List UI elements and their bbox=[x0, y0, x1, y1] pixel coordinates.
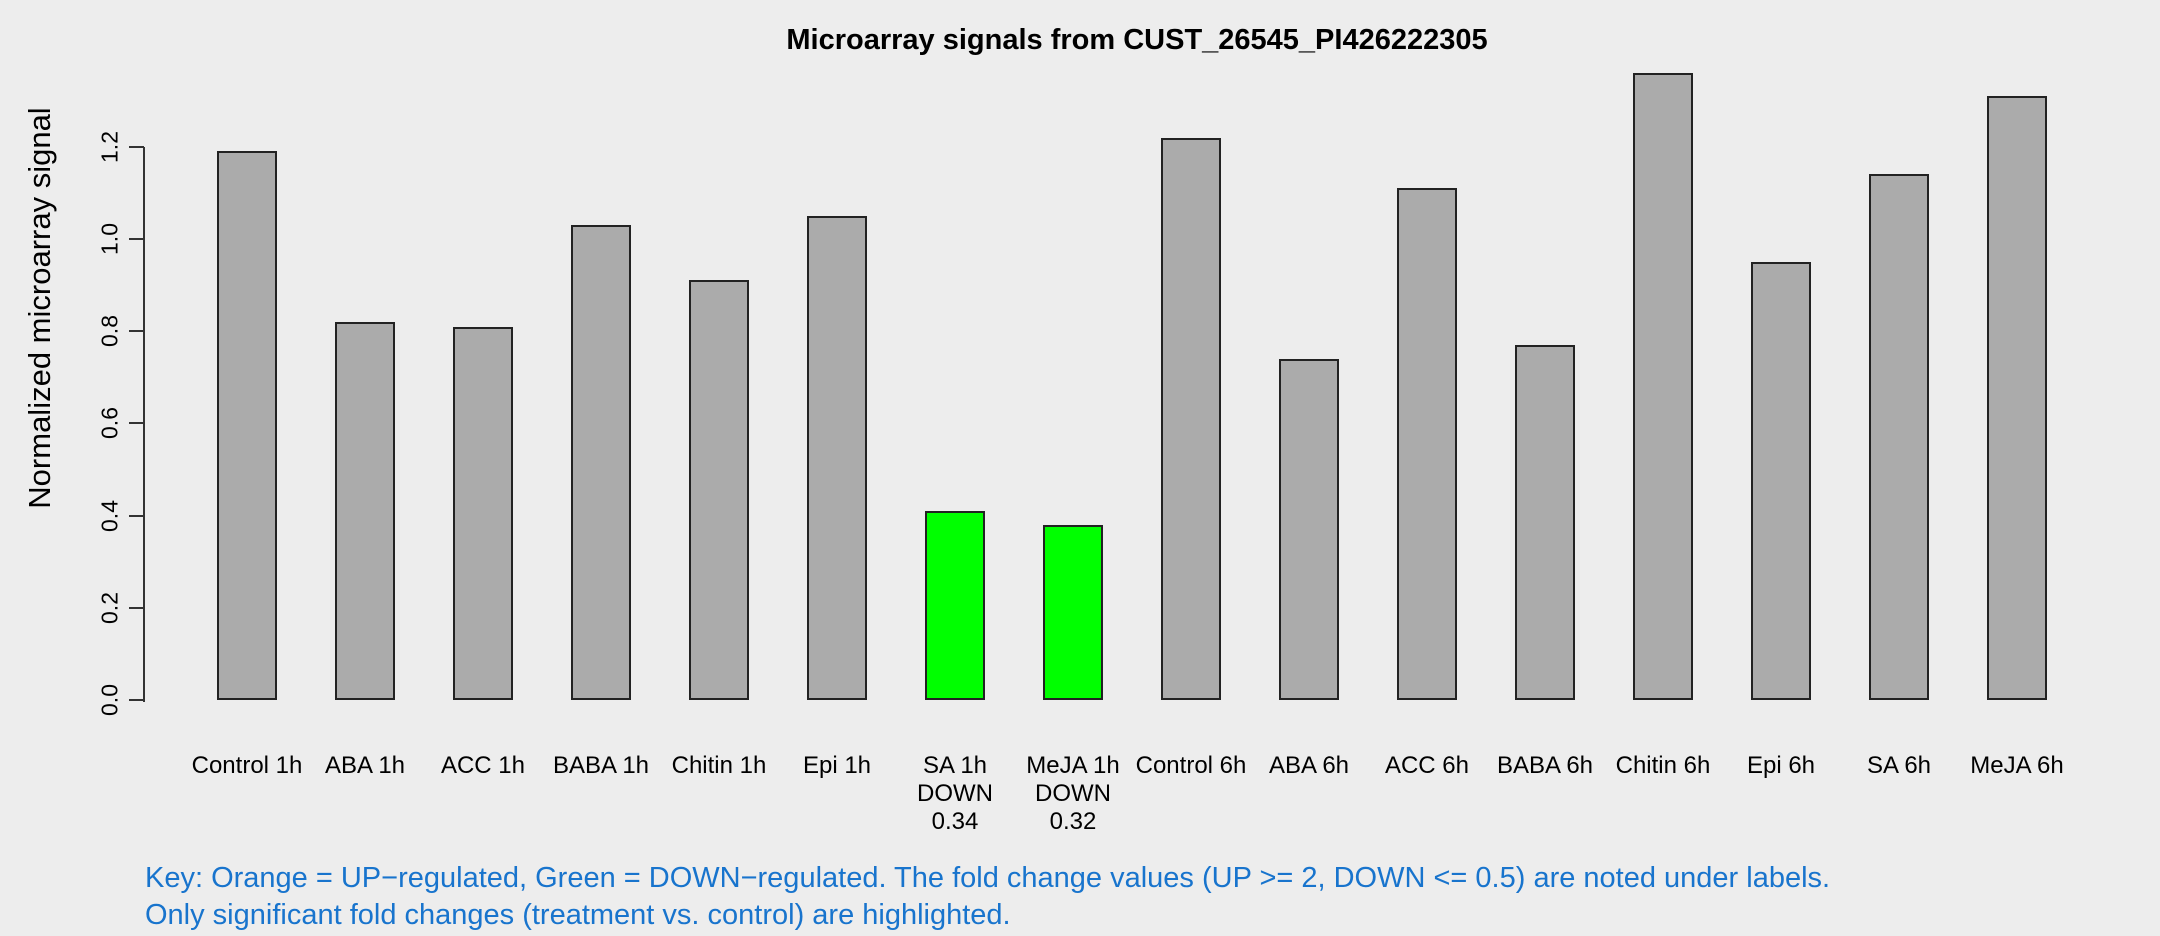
bar-label: ABA 6h bbox=[1268, 752, 1350, 779]
y-tick-label-text: 0.8 bbox=[96, 315, 123, 348]
bar-control-6h bbox=[1161, 138, 1221, 700]
bar-label: ACC 6h bbox=[1384, 752, 1470, 779]
bar-label: Epi 6h bbox=[1746, 752, 1816, 779]
bar-sa-6h bbox=[1869, 174, 1929, 700]
bar-sublabel: DOWN bbox=[917, 780, 993, 807]
bar-label: ABA 1h bbox=[324, 752, 406, 779]
y-axis-line bbox=[143, 147, 145, 702]
y-tick-label-text: 0.6 bbox=[96, 407, 123, 440]
bar-meja-6h bbox=[1987, 96, 2047, 700]
y-tick-mark bbox=[129, 514, 144, 517]
footnote-line-1: Key: Orange = UP−regulated, Green = DOWN… bbox=[145, 862, 1831, 894]
chart-title: Microarray signals from CUST_26545_PI426… bbox=[786, 24, 1488, 56]
bar-chitin-6h bbox=[1633, 73, 1693, 700]
bar-label: ACC 1h bbox=[440, 752, 526, 779]
bar-aba-6h bbox=[1279, 359, 1339, 700]
bar-sublabel: 0.32 bbox=[1049, 808, 1097, 835]
bar-acc-6h bbox=[1397, 188, 1457, 700]
bar-acc-1h bbox=[453, 327, 513, 700]
y-tick-mark bbox=[129, 145, 144, 148]
y-tick-mark bbox=[129, 422, 144, 425]
y-tick-mark bbox=[129, 330, 144, 333]
bar-label: BABA 1h bbox=[552, 752, 650, 779]
bar-label: MeJA 6h bbox=[1970, 752, 2064, 779]
bar-sublabel: DOWN bbox=[1035, 780, 1111, 807]
y-tick-label-text: 1.2 bbox=[96, 130, 123, 163]
bar-label: Chitin 6h bbox=[1615, 752, 1711, 779]
bar-baba-1h bbox=[571, 225, 631, 700]
bar-control-1h bbox=[217, 151, 277, 700]
bar-label: Chitin 1h bbox=[671, 752, 767, 779]
bar-aba-1h bbox=[335, 322, 395, 700]
footnote-line-2: Only significant fold changes (treatment… bbox=[145, 899, 1011, 931]
y-tick-label-text: 0.4 bbox=[96, 499, 123, 532]
bar-epi-6h bbox=[1751, 262, 1811, 700]
bar-label: Epi 1h bbox=[802, 752, 872, 779]
y-tick-mark bbox=[129, 699, 144, 701]
bar-meja-1h bbox=[1043, 525, 1103, 700]
y-tick-mark bbox=[129, 606, 144, 609]
bar-sa-1h bbox=[925, 511, 985, 700]
bar-sublabel: 0.34 bbox=[931, 808, 979, 835]
bar-label: Control 1h bbox=[191, 752, 303, 779]
bar-epi-1h bbox=[807, 216, 867, 700]
bar-chitin-1h bbox=[689, 280, 749, 700]
y-tick-label-text: 0.2 bbox=[96, 591, 123, 624]
bar-label: Control 6h bbox=[1135, 752, 1247, 779]
bar-label: SA 1h bbox=[922, 752, 988, 779]
bar-label: MeJA 1h bbox=[1026, 752, 1120, 779]
y-tick-label-text: 0.0 bbox=[96, 684, 123, 716]
y-tick-mark bbox=[129, 238, 144, 240]
y-tick-label-text: 1.0 bbox=[96, 223, 123, 255]
bar-baba-6h bbox=[1515, 345, 1575, 700]
bar-label: BABA 6h bbox=[1496, 752, 1594, 779]
bar-label: SA 6h bbox=[1866, 752, 1932, 779]
